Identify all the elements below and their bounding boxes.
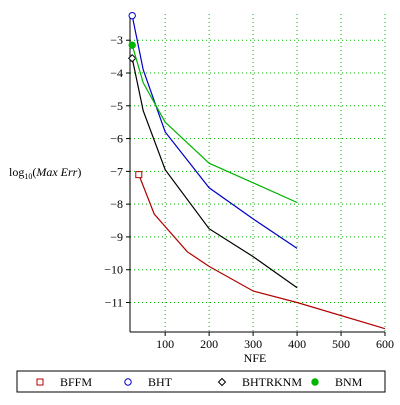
y-tick-label: −9 bbox=[110, 230, 123, 244]
series-line-bnm bbox=[131, 44, 298, 204]
series-line-bffm bbox=[138, 174, 386, 330]
legend-label-bffm: BFFM bbox=[60, 375, 92, 389]
legend-item-bhtrknm: BHTRKNM bbox=[217, 375, 302, 389]
axis-ticks: 100 200 300 400 500 600 −3 −4 −5 −6 −7 −8 −9 −10 −11 bbox=[104, 33, 394, 351]
y-axis-label: log10(Max Err) bbox=[9, 165, 81, 181]
x-tick-label: 100 bbox=[156, 337, 174, 351]
x-tick-label: 300 bbox=[244, 337, 262, 351]
legend-marker-bnm bbox=[311, 378, 319, 386]
axes bbox=[129, 14, 385, 333]
y-tick-label: −6 bbox=[110, 132, 123, 146]
x-axis-label: NFE bbox=[244, 351, 267, 365]
grid-lines bbox=[130, 14, 386, 332]
marker-bnm bbox=[128, 41, 136, 49]
legend-item-bht: BHT bbox=[124, 375, 173, 389]
series-line-bht bbox=[131, 15, 298, 249]
y-tick-label: −3 bbox=[110, 33, 123, 47]
svg-text:log10(Max Err): log10(Max Err) bbox=[9, 165, 81, 181]
marker-bht bbox=[128, 11, 136, 20]
series-bhtrknm bbox=[127, 54, 298, 289]
legend-label-bhtrknm: BHTRKNM bbox=[242, 375, 302, 389]
legend-marker-bhtrknm bbox=[217, 377, 227, 387]
y-axis-label-quantity: Max Err bbox=[35, 165, 77, 179]
y-tick-label: −4 bbox=[110, 66, 123, 80]
x-tick-label: 200 bbox=[200, 337, 218, 351]
legend-item-bnm: BNM bbox=[311, 375, 363, 389]
legend-box bbox=[16, 370, 386, 393]
y-axis-label-prefix: log bbox=[9, 165, 24, 179]
marker-bhtrknm bbox=[127, 54, 137, 63]
legend-item-bffm: BFFM bbox=[36, 375, 92, 389]
legend: BFFM BHT BHTRKNM BNM bbox=[16, 370, 386, 393]
x-tick-label: 600 bbox=[376, 337, 394, 351]
data-series bbox=[127, 11, 386, 330]
legend-marker-bht bbox=[124, 378, 132, 386]
series-line-bhtrknm bbox=[131, 58, 298, 289]
series-bffm bbox=[135, 171, 386, 330]
x-tick-label: 400 bbox=[288, 337, 306, 351]
y-tick-label: −5 bbox=[110, 99, 123, 113]
series-bht bbox=[128, 11, 298, 249]
legend-marker-bffm bbox=[36, 378, 44, 386]
x-tick-label: 500 bbox=[332, 337, 350, 351]
y-tick-label: −7 bbox=[110, 164, 123, 178]
y-tick-label: −8 bbox=[110, 197, 123, 211]
y-tick-label: −10 bbox=[104, 263, 123, 277]
series-bnm bbox=[128, 41, 298, 204]
y-tick-label: −11 bbox=[105, 295, 123, 309]
y-axis-label-subscript: 10 bbox=[24, 172, 32, 181]
legend-label-bnm: BNM bbox=[335, 375, 363, 389]
legend-label-bht: BHT bbox=[148, 375, 173, 389]
marker-bffm bbox=[135, 171, 143, 179]
